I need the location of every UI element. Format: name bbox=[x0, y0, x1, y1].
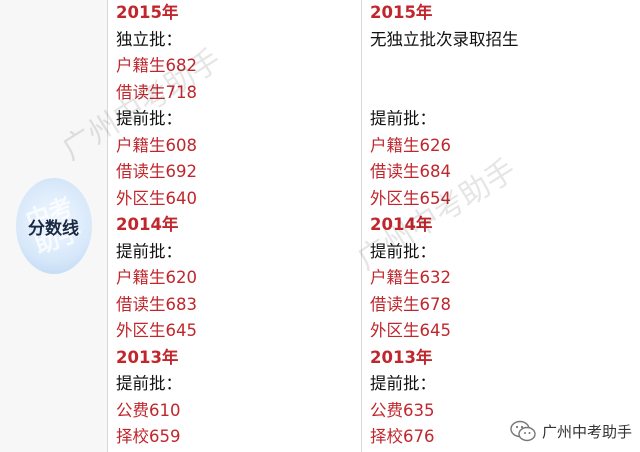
heading-line: 提前批： bbox=[370, 241, 436, 261]
heading-line: 提前批： bbox=[116, 241, 182, 261]
left-cell: 2013年提前批： 公费610 择校659 bbox=[108, 344, 362, 452]
badge-label: 分数线 bbox=[28, 218, 79, 239]
year-line: 2014年 bbox=[116, 215, 179, 234]
score-line: 公费610 bbox=[116, 400, 181, 420]
score-line: 借读生683 bbox=[116, 294, 197, 314]
year-line: 2014年 bbox=[370, 215, 433, 234]
label-badge: 中考助手 分数线 bbox=[15, 178, 92, 274]
score-line: 户籍生626 bbox=[370, 135, 451, 155]
left-cell: 提前批： 户籍生608 借读生692 外区生640 bbox=[108, 106, 362, 212]
score-line: 户籍生620 bbox=[116, 268, 197, 287]
right-cell: 提前批： 户籍生626 借读生684 外区生654 bbox=[362, 106, 640, 212]
left-cell: 2014年提前批： 户籍生620 借读生683 外区生645 bbox=[108, 212, 362, 345]
score-line: 借读生684 bbox=[370, 162, 451, 181]
heading-line: 独立批： bbox=[116, 29, 182, 49]
year-line: 2013年 bbox=[116, 347, 179, 367]
year-line: 2015年 bbox=[370, 3, 433, 22]
score-line: 借读生678 bbox=[370, 294, 451, 314]
score-line: 户籍生632 bbox=[370, 268, 451, 287]
right-cell: 2013年提前批： 公费635 择校676 bbox=[362, 345, 640, 452]
label-cell: 中考助手 分数线 bbox=[0, 0, 108, 452]
score-line: 外区生645 bbox=[370, 321, 451, 340]
logo: 广州中考助手 bbox=[510, 420, 632, 442]
score-line: 公费635 bbox=[370, 400, 435, 420]
score-line: 择校659 bbox=[116, 427, 181, 446]
heading-line: 提前批： bbox=[370, 109, 436, 128]
score-line: 择校676 bbox=[370, 427, 435, 446]
right-cell: 2015年无独立批次录取招生 bbox=[362, 0, 640, 106]
year-line: 2015年 bbox=[116, 3, 179, 22]
heading-line: 提前批： bbox=[116, 374, 182, 393]
score-line: 外区生645 bbox=[116, 321, 197, 340]
score-line: 外区生640 bbox=[116, 188, 197, 208]
heading-line: 无独立批次录取招生 bbox=[370, 29, 519, 49]
score-line: 借读生718 bbox=[116, 82, 197, 102]
logo-text: 广州中考助手 bbox=[541, 422, 632, 441]
year-line: 2013年 bbox=[370, 347, 433, 367]
score-line: 户籍生682 bbox=[116, 56, 197, 75]
heading-line: 提前批： bbox=[116, 109, 182, 128]
heading-line: 提前批： bbox=[370, 374, 436, 393]
logo-icon bbox=[510, 420, 536, 442]
score-line: 借读生692 bbox=[116, 162, 197, 181]
left-cell: 2015年独立批： 户籍生682 借读生718 bbox=[108, 0, 362, 106]
score-line: 户籍生608 bbox=[116, 135, 197, 155]
right-cell: 2014年提前批： 户籍生632 借读生678 外区生645 bbox=[362, 212, 640, 345]
score-line: 外区生654 bbox=[370, 188, 451, 208]
